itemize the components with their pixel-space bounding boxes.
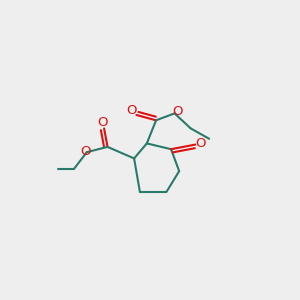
Text: O: O xyxy=(80,145,91,158)
Text: O: O xyxy=(127,104,137,117)
Text: O: O xyxy=(195,137,206,150)
Text: O: O xyxy=(98,116,108,129)
Text: O: O xyxy=(172,105,183,118)
